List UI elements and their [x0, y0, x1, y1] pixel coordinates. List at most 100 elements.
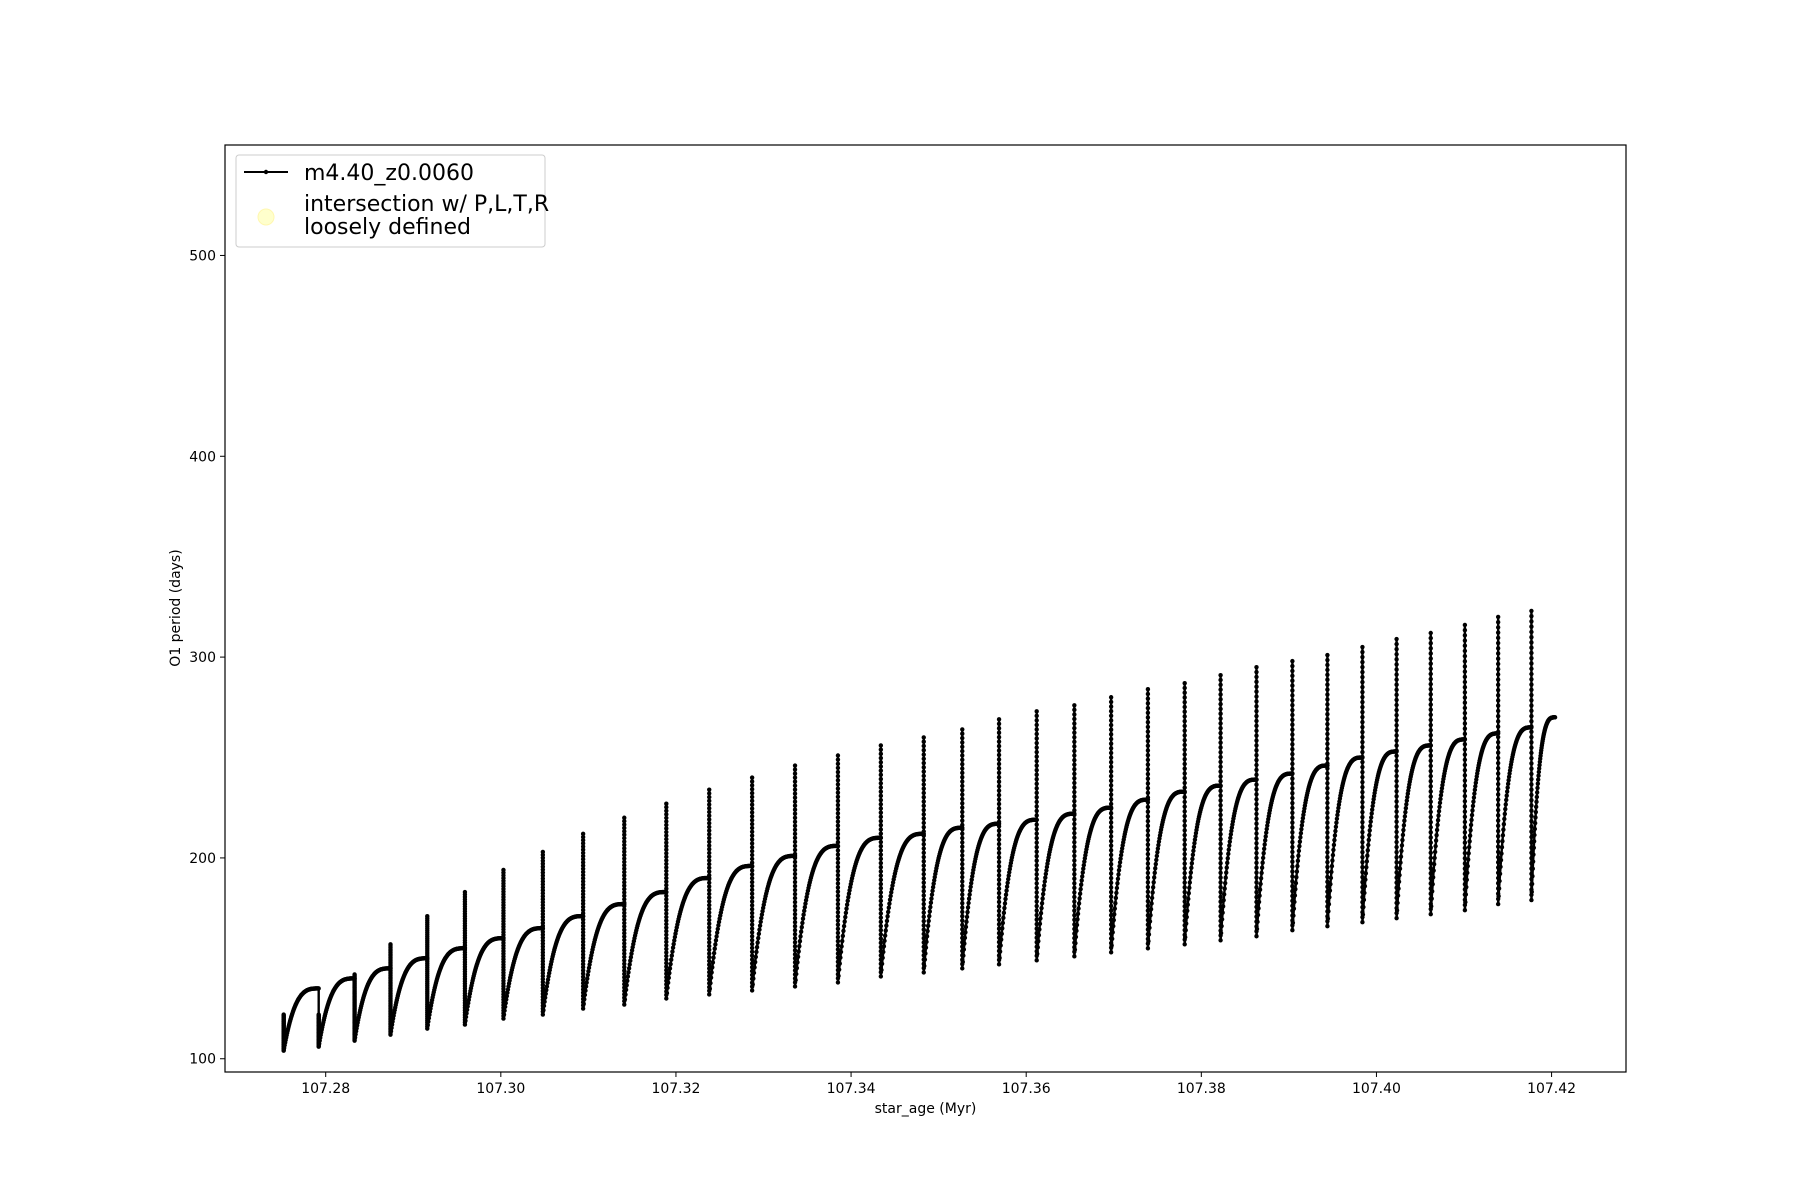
data-point	[1360, 819, 1365, 825]
data-point	[1183, 934, 1188, 940]
data-point	[1108, 885, 1114, 890]
data-point	[1072, 716, 1077, 722]
data-point	[1072, 721, 1077, 726]
data-point	[1298, 835, 1303, 840]
data-point	[792, 883, 798, 889]
data-point	[793, 977, 798, 983]
data-point	[580, 831, 586, 837]
data-point	[1219, 923, 1224, 929]
data-point	[996, 761, 1002, 767]
data-point	[1218, 721, 1223, 726]
data-point	[1360, 649, 1365, 655]
data-point	[1072, 876, 1077, 881]
data-point	[1330, 852, 1336, 858]
data-point	[792, 819, 798, 824]
data-point	[749, 895, 755, 900]
data-point	[622, 917, 627, 922]
data-point	[884, 923, 889, 928]
data-point	[1529, 855, 1534, 861]
data-point	[1495, 776, 1501, 781]
data-point	[1145, 818, 1151, 824]
data-point	[996, 748, 1002, 753]
data-point	[1145, 809, 1151, 814]
data-point	[1034, 772, 1039, 777]
data-point	[1498, 857, 1504, 863]
data-point	[580, 930, 586, 935]
data-point	[1072, 894, 1077, 900]
data-point	[1467, 839, 1472, 844]
data-point	[1466, 844, 1472, 850]
data-point	[968, 884, 973, 889]
data-point	[749, 872, 755, 877]
data-point	[960, 840, 965, 845]
data-point	[622, 958, 627, 963]
data-point	[1360, 719, 1365, 725]
data-point	[1183, 928, 1188, 933]
data-point	[878, 743, 884, 748]
data-point	[1495, 703, 1501, 708]
data-point	[1462, 627, 1468, 633]
data-point	[1004, 888, 1009, 893]
data-point	[1360, 794, 1365, 800]
data-point	[580, 857, 586, 862]
data-point	[1495, 823, 1501, 828]
data-point	[665, 980, 671, 985]
data-point	[1360, 874, 1365, 880]
data-point	[1145, 880, 1151, 885]
data-point	[707, 955, 712, 960]
data-point	[921, 807, 926, 813]
data-point	[1394, 855, 1399, 860]
plot-area	[281, 608, 1558, 1053]
data-point	[580, 936, 586, 941]
data-point	[752, 965, 757, 970]
data-point	[622, 839, 627, 844]
data-point	[1429, 904, 1434, 909]
data-point	[1218, 870, 1223, 875]
data-point	[622, 873, 627, 878]
data-point	[1325, 672, 1330, 678]
data-point	[707, 958, 712, 964]
data-point	[749, 852, 755, 858]
data-point	[1182, 780, 1187, 786]
x-tick-label: 107.40	[1352, 1081, 1401, 1097]
data-point	[1290, 859, 1295, 864]
data-point	[1228, 832, 1234, 837]
data-point	[664, 918, 669, 923]
data-point	[1504, 793, 1509, 798]
data-point	[1228, 835, 1233, 841]
data-point	[1293, 880, 1299, 886]
data-point	[664, 911, 669, 916]
data-point	[710, 960, 716, 965]
data-point	[878, 785, 884, 790]
data-point	[1366, 837, 1371, 843]
data-point	[664, 836, 669, 842]
data-point	[1505, 785, 1510, 790]
data-point	[960, 779, 965, 784]
data-point	[1462, 731, 1468, 737]
data-point	[1185, 902, 1190, 907]
data-point	[1225, 856, 1230, 861]
data-point	[1405, 794, 1410, 800]
data-point	[749, 937, 755, 943]
data-point	[1290, 727, 1295, 732]
data-point	[792, 787, 798, 792]
data-point	[1394, 682, 1399, 687]
data-point	[1428, 635, 1433, 641]
data-point	[1072, 808, 1077, 813]
data-point	[1360, 919, 1365, 925]
data-point	[1034, 872, 1039, 877]
data-point	[1325, 662, 1330, 668]
data-point	[1072, 730, 1077, 735]
data-point	[835, 864, 841, 870]
data-point	[1360, 734, 1365, 740]
data-point	[1290, 869, 1295, 874]
data-point	[1218, 812, 1223, 818]
data-point	[1399, 843, 1405, 848]
data-point	[921, 752, 926, 757]
data-point	[580, 891, 586, 897]
data-point	[545, 980, 550, 986]
data-point	[1394, 697, 1399, 703]
data-point	[1150, 885, 1156, 890]
data-point	[712, 946, 717, 951]
data-point	[1290, 756, 1295, 762]
